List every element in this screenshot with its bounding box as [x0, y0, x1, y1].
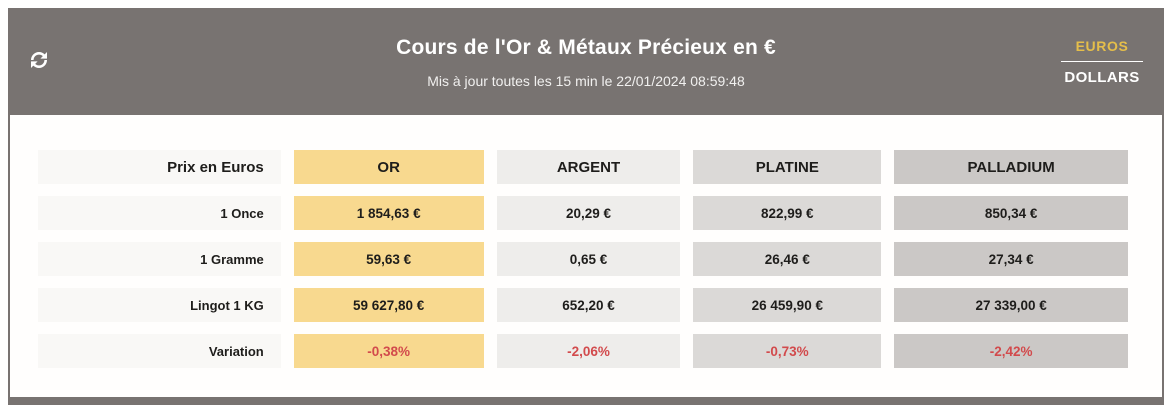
variation-cell-platine: -0,73% — [693, 334, 882, 368]
currency-option-dollars[interactable]: DOLLARS — [1064, 68, 1140, 86]
row-label-once: 1 Once — [38, 196, 281, 230]
price-cell-platine-once: 822,99 € — [693, 196, 882, 230]
variation-cell-or: -0,38% — [293, 334, 484, 368]
price-cell-palladium-lingot: 27 339,00 € — [894, 288, 1128, 322]
price-cell-platine-gramme: 26,46 € — [693, 242, 882, 276]
price-cell-argent-once: 20,29 € — [496, 196, 681, 230]
column-header-palladium: PALLADIUM — [894, 150, 1128, 184]
variation-cell-palladium: -2,42% — [894, 334, 1128, 368]
price-cell-platine-lingot: 26 459,90 € — [693, 288, 882, 322]
table-row-lingot: Lingot 1 KG 59 627,80 € 652,20 € 26 459,… — [38, 288, 1128, 322]
corner-label: Prix en Euros — [38, 150, 281, 184]
page-title: Cours de l'Or & Métaux Précieux en € — [396, 36, 776, 59]
price-cell-or-lingot: 59 627,80 € — [293, 288, 484, 322]
gold-price-widget: Cours de l'Or & Métaux Précieux en € Mis… — [8, 8, 1164, 405]
table-row-variation: Variation -0,38% -2,06% -0,73% -2,42% — [38, 334, 1128, 368]
table-row-once: 1 Once 1 854,63 € 20,29 € 822,99 € 850,3… — [38, 196, 1128, 230]
row-label-lingot: Lingot 1 KG — [38, 288, 281, 322]
currency-divider — [1061, 60, 1143, 62]
currency-toggle: EUROS DOLLARS — [1058, 38, 1146, 86]
widget-header: Cours de l'Or & Métaux Précieux en € Mis… — [10, 8, 1162, 115]
column-header-platine: PLATINE — [693, 150, 882, 184]
last-updated-text: Mis à jour toutes les 15 min le 22/01/20… — [427, 73, 745, 89]
variation-cell-argent: -2,06% — [496, 334, 681, 368]
price-table: Prix en Euros OR ARGENT PLATINE PALLADIU… — [10, 115, 1162, 368]
refresh-icon — [27, 48, 51, 75]
refresh-button[interactable] — [25, 48, 53, 76]
currency-option-euros[interactable]: EUROS — [1075, 37, 1129, 54]
column-header-argent: ARGENT — [496, 150, 681, 184]
header-titles: Cours de l'Or & Métaux Précieux en € Mis… — [396, 36, 776, 89]
row-label-gramme: 1 Gramme — [38, 242, 281, 276]
price-cell-palladium-gramme: 27,34 € — [894, 242, 1128, 276]
price-cell-argent-gramme: 0,65 € — [496, 242, 681, 276]
table-header-row: Prix en Euros OR ARGENT PLATINE PALLADIU… — [38, 150, 1128, 184]
price-cell-palladium-once: 850,34 € — [894, 196, 1128, 230]
price-cell-argent-lingot: 652,20 € — [496, 288, 681, 322]
row-label-variation: Variation — [38, 334, 281, 368]
price-cell-or-gramme: 59,63 € — [293, 242, 484, 276]
table-row-gramme: 1 Gramme 59,63 € 0,65 € 26,46 € 27,34 € — [38, 242, 1128, 276]
price-cell-or-once: 1 854,63 € — [293, 196, 484, 230]
column-header-or: OR — [293, 150, 484, 184]
